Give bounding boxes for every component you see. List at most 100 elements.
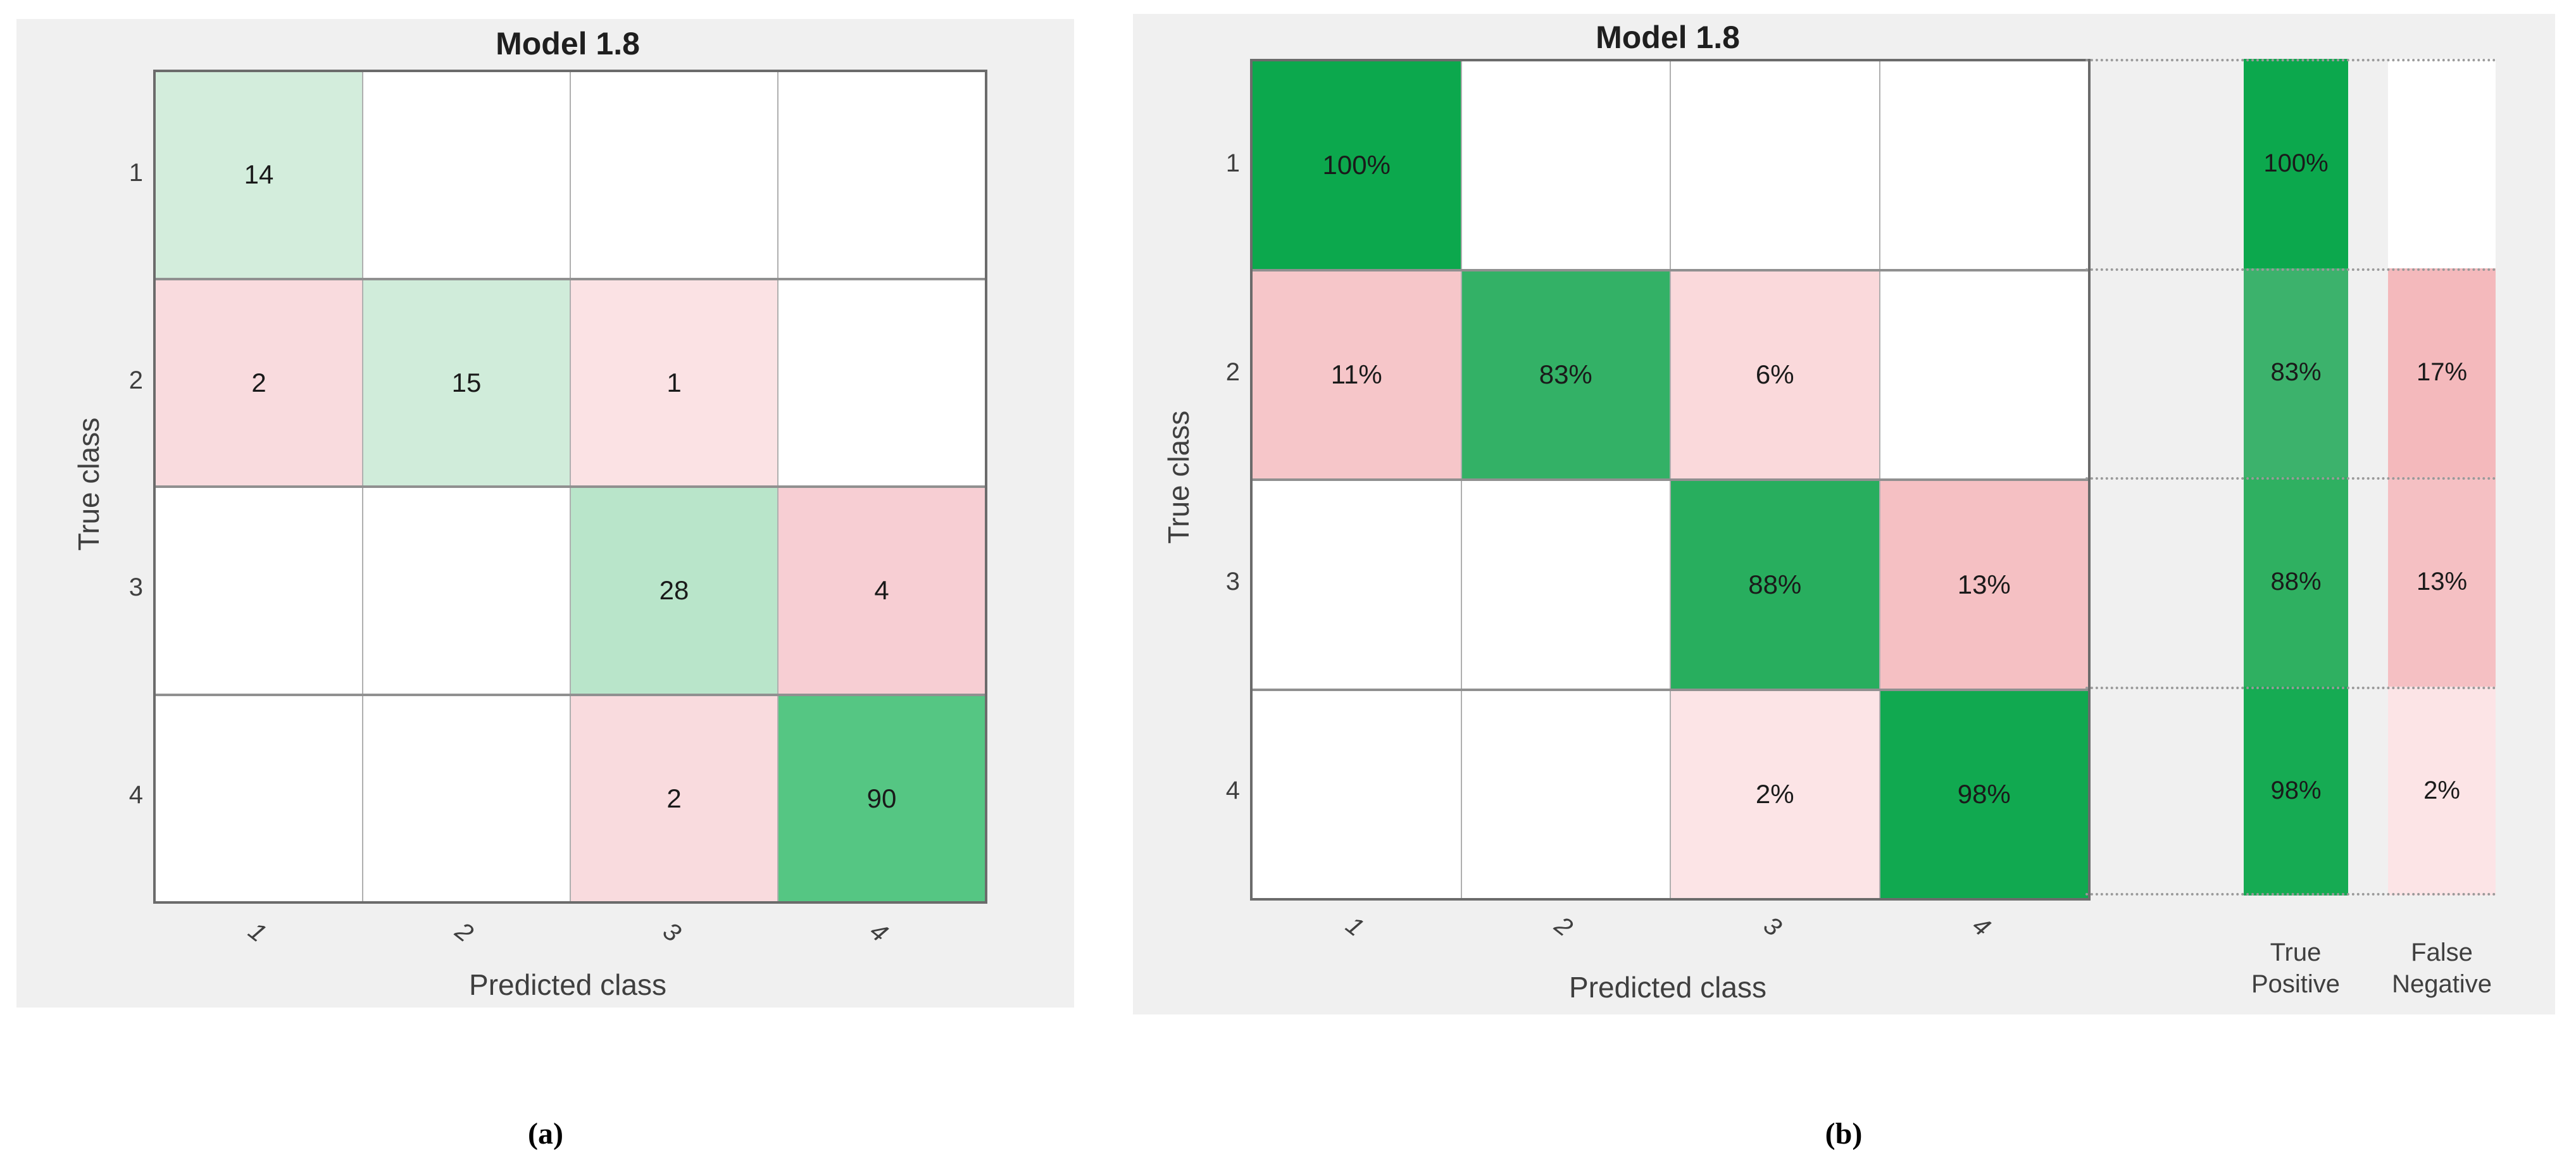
- x-axis-label: Predicted class: [1569, 971, 1766, 1004]
- x-tick: 1: [1250, 898, 1459, 955]
- x-tick: 2: [361, 904, 568, 961]
- matrix-cell: [363, 696, 570, 901]
- y-tick-label: 3: [128, 573, 143, 602]
- x-tick-label: 2: [450, 916, 478, 947]
- matrix-cell: 83%: [1461, 271, 1670, 478]
- matrix-cell: [156, 696, 362, 901]
- x-tick-label: 4: [1966, 911, 1996, 942]
- x-axis-ticks: 1 2 3 4: [1250, 898, 2085, 955]
- matrix-row: 28 4: [156, 488, 985, 694]
- true-positive-label: True Positive: [2226, 937, 2365, 1000]
- matrix-cell: 1: [571, 280, 777, 485]
- matrix-cell: [1461, 690, 1670, 898]
- matrix-cell: 2: [571, 696, 777, 901]
- y-tick: 4: [1174, 687, 1240, 896]
- x-tick-label: 1: [1340, 911, 1369, 942]
- matrix-cell: 6%: [1671, 271, 1879, 478]
- matrix-cell: [1880, 61, 2088, 269]
- x-tick-label: 2: [1549, 911, 1578, 942]
- matrix-row: 2% 98%: [1253, 690, 2088, 898]
- y-tick-label: 3: [1225, 567, 1240, 596]
- subfigure-caption-a: (a): [528, 1117, 563, 1151]
- matrix-cell: 28: [571, 488, 777, 694]
- matrix-cell: 15: [363, 280, 570, 485]
- false-negative-cell: 17%: [2388, 268, 2496, 477]
- matrix-cell: 90: [778, 696, 985, 901]
- x-tick-label: 3: [657, 916, 686, 947]
- x-tick: 1: [153, 904, 361, 961]
- confusion-matrix-grid: 100% 11% 83% 6% 88% 13% 2% 98%: [1250, 59, 2091, 901]
- y-tick: 2: [77, 277, 143, 485]
- matrix-cell: [363, 72, 570, 278]
- true-positive-cell: 83%: [2244, 268, 2348, 477]
- x-tick: 4: [775, 904, 983, 961]
- matrix-cell: [1253, 481, 1461, 689]
- matrix-cell: [778, 72, 985, 278]
- y-tick-label: 4: [1225, 777, 1240, 805]
- matrix-cell: 14: [156, 72, 362, 278]
- matrix-cell: 2: [156, 280, 362, 485]
- false-negative-label-line1: False: [2411, 939, 2473, 966]
- subfigure-caption-b: (b): [1825, 1117, 1863, 1151]
- true-positive-cell: 100%: [2244, 59, 2348, 268]
- true-positive-cell: 88%: [2244, 477, 2348, 687]
- x-tick: 4: [1877, 898, 2085, 955]
- false-negative-cell: 13%: [2388, 477, 2496, 687]
- matrix-row: 11% 83% 6%: [1253, 271, 2088, 478]
- matrix-cell: [1461, 61, 1670, 269]
- false-negative-column: 17% 13% 2%: [2388, 59, 2496, 896]
- x-tick-label: 3: [1758, 911, 1787, 942]
- matrix-cell: 100%: [1253, 61, 1461, 269]
- true-positive-column: 100% 83% 88% 98%: [2244, 59, 2348, 896]
- false-negative-label-line2: Negative: [2392, 970, 2492, 998]
- x-axis-ticks: 1 2 3 4: [153, 904, 982, 961]
- true-positive-label-line2: Positive: [2251, 970, 2341, 998]
- y-axis-ticks: 1 2 3 4: [77, 70, 143, 899]
- y-tick: 1: [77, 70, 143, 277]
- y-tick: 3: [77, 484, 143, 692]
- y-tick-label: 2: [128, 366, 143, 394]
- matrix-cell: 88%: [1671, 481, 1879, 689]
- matrix-cell: 2%: [1671, 690, 1879, 898]
- matrix-cell: [363, 488, 570, 694]
- chart-title: Model 1.8: [496, 26, 640, 61]
- y-tick-label: 1: [1225, 149, 1240, 177]
- matrix-cell: [571, 72, 777, 278]
- matrix-cell: [1671, 61, 1879, 269]
- x-tick-label: 1: [242, 916, 272, 947]
- true-positive-cell: 98%: [2244, 686, 2348, 896]
- matrix-cell: 11%: [1253, 271, 1461, 478]
- y-tick: 4: [77, 692, 143, 899]
- y-tick-label: 1: [128, 159, 143, 187]
- false-negative-label: False Negative: [2372, 937, 2511, 1000]
- matrix-row: 14: [156, 72, 985, 278]
- matrix-cell: [1461, 481, 1670, 689]
- matrix-cell: 13%: [1880, 481, 2088, 689]
- matrix-row: 2 15 1: [156, 280, 985, 485]
- chart-title: Model 1.8: [1596, 20, 1740, 55]
- x-tick-label: 4: [865, 916, 893, 947]
- matrix-cell: [156, 488, 362, 694]
- matrix-row: 88% 13%: [1253, 481, 2088, 689]
- y-axis-ticks: 1 2 3 4: [1174, 59, 1240, 896]
- confusion-matrix-grid: 14 2 15 1 28 4 2 90: [153, 70, 987, 904]
- y-tick: 1: [1174, 59, 1240, 268]
- matrix-cell: [1253, 690, 1461, 898]
- y-tick: 3: [1174, 477, 1240, 687]
- x-axis-label: Predicted class: [469, 968, 666, 1001]
- y-tick-label: 2: [1225, 358, 1240, 387]
- x-tick: 2: [1459, 898, 1668, 955]
- x-tick: 3: [568, 904, 775, 961]
- x-tick: 3: [1668, 898, 1877, 955]
- matrix-cell: 4: [778, 488, 985, 694]
- matrix-cell: [778, 280, 985, 485]
- y-tick: 2: [1174, 268, 1240, 478]
- y-tick-label: 4: [128, 780, 143, 809]
- matrix-cell: 98%: [1880, 690, 2088, 898]
- matrix-cell: [1880, 271, 2088, 478]
- matrix-row: 100%: [1253, 61, 2088, 269]
- false-negative-cell: 2%: [2388, 686, 2496, 896]
